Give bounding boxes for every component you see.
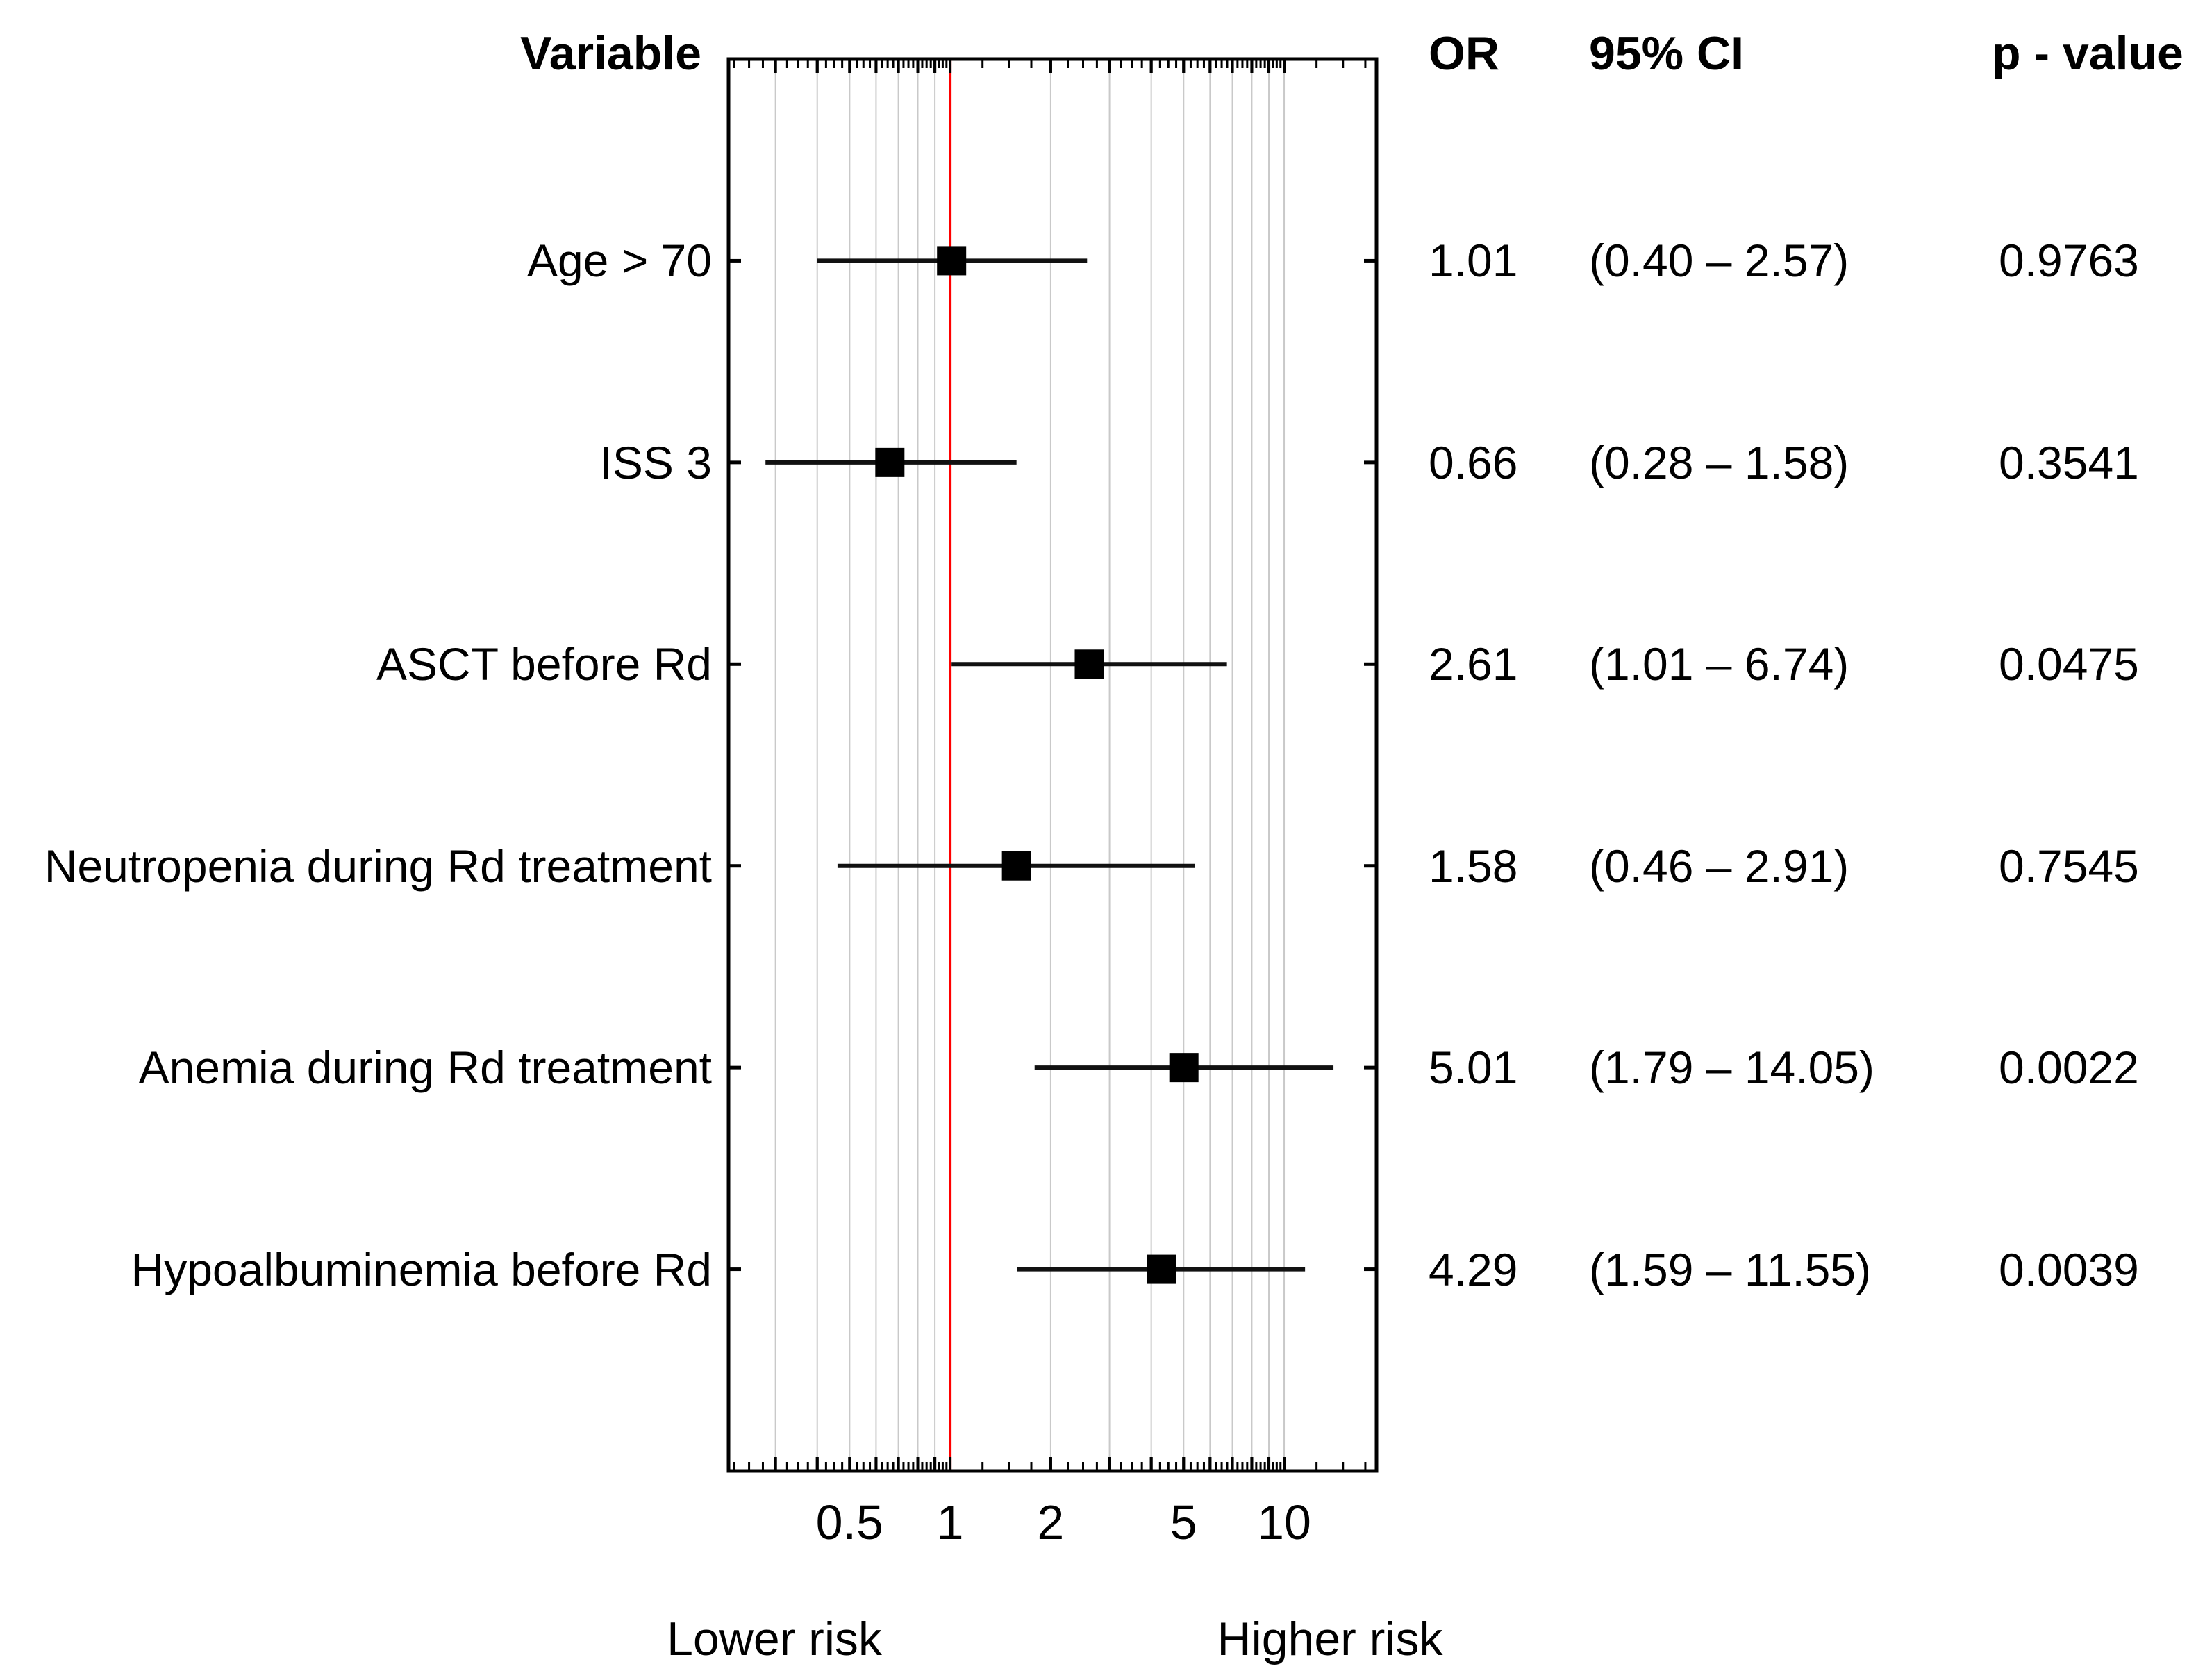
row-or-value: 4.29 [1429,1243,1518,1295]
row-ci-value: (1.79 – 14.05) [1589,1042,1874,1094]
row-ci-value: (1.59 – 11.55) [1589,1243,1872,1295]
or-marker [1169,1053,1199,1083]
row-variable-label: Neutropenia during Rd treatment [44,840,712,892]
row-variable-label: ISS 3 [599,436,712,488]
lower-risk-label: Lower risk [667,1613,882,1665]
plot-frame [726,57,1379,1473]
row-variable-label: Age > 70 [526,235,712,287]
row-or-value: 2.61 [1429,638,1518,690]
or-marker [1074,649,1104,679]
or-marker [1001,851,1031,881]
row-p-value: 0.9763 [1999,235,2139,287]
row-p-value: 0.0039 [1999,1243,2139,1295]
row-ci-value: (1.01 – 6.74) [1589,638,1849,690]
higher-risk-label: Higher risk [1217,1613,1443,1665]
row-p-value: 0.7545 [1999,840,2139,892]
row-or-value: 0.66 [1429,436,1518,488]
column-header-or: OR [1429,27,1499,80]
row-or-value: 1.58 [1429,840,1518,892]
row-p-value: 0.0475 [1999,638,2139,690]
column-header-ci: 95% CI [1589,27,1744,80]
row-p-value: 0.3541 [1999,436,2139,488]
column-header-p: p - value [1992,27,2183,80]
or-marker [1147,1254,1176,1284]
row-ci-value: (0.28 – 1.58) [1589,436,1849,488]
x-axis-tick-label: 5 [1170,1495,1197,1549]
row-or-value: 1.01 [1429,235,1518,287]
x-axis-tick-label: 2 [1037,1495,1065,1549]
row-or-value: 5.01 [1429,1042,1518,1094]
column-header-variable: Variable [520,27,701,80]
or-marker [937,246,967,276]
row-ci-value: (0.46 – 2.91) [1589,840,1849,892]
row-variable-label: Anemia during Rd treatment [138,1042,712,1094]
x-axis-tick-label: 10 [1257,1495,1311,1549]
row-variable-label: ASCT before Rd [376,638,712,690]
x-axis-tick-label: 1 [936,1495,964,1549]
x-axis-tick-label: 0.5 [815,1495,883,1549]
or-marker [875,447,905,477]
row-ci-value: (0.40 – 2.57) [1589,235,1849,287]
row-p-value: 0.0022 [1999,1042,2139,1094]
row-variable-label: Hypoalbuminemia before Rd [131,1243,712,1295]
